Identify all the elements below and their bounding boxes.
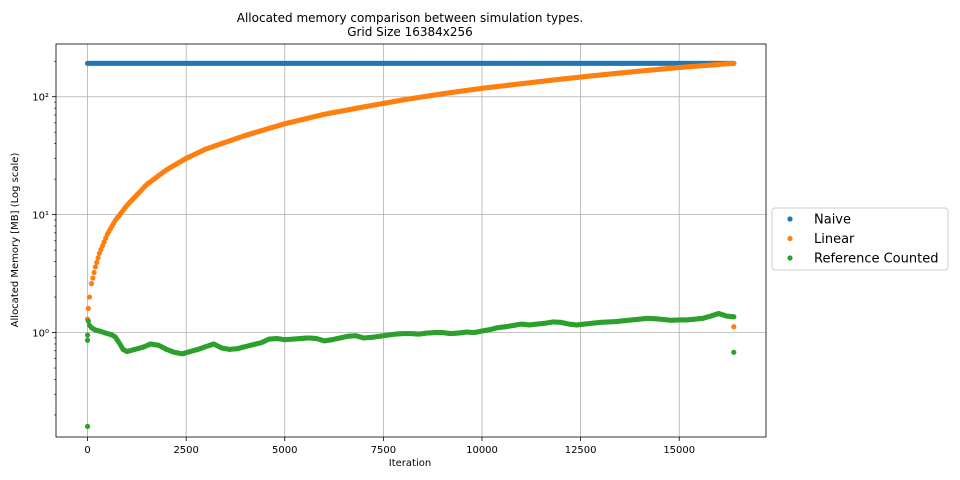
y-axis-label: Allocated Memory [MB] (Log scale) bbox=[10, 153, 21, 328]
series-naive bbox=[84, 60, 737, 66]
series-linear bbox=[84, 60, 737, 330]
data-point bbox=[731, 314, 737, 320]
data-point bbox=[85, 305, 91, 312]
legend-box bbox=[771, 207, 949, 271]
data-point-fill bbox=[94, 259, 100, 265]
data-point bbox=[84, 332, 91, 338]
data-point bbox=[92, 264, 99, 270]
chart-title: Allocated memory comparison between simu… bbox=[237, 11, 583, 25]
series-reference-counted bbox=[84, 310, 737, 429]
plot-frame bbox=[55, 43, 767, 438]
legend-label: Linear bbox=[814, 232, 855, 247]
data-point bbox=[731, 60, 737, 66]
data-point-fill bbox=[95, 255, 101, 261]
data-point bbox=[86, 294, 93, 300]
x-tick-label: 5000 bbox=[272, 445, 297, 456]
legend: Naive Linear Reference Counted bbox=[771, 207, 949, 271]
y-tick-label: 10² bbox=[32, 93, 49, 104]
data-point bbox=[84, 337, 91, 343]
data-point bbox=[88, 281, 95, 287]
legend-label: Reference Counted bbox=[814, 252, 938, 267]
x-tick-label: 0 bbox=[84, 445, 90, 456]
legend-label: Naive bbox=[814, 213, 851, 228]
x-axis-label: Iteration bbox=[389, 458, 431, 469]
y-tick-label: 10¹ bbox=[32, 211, 49, 222]
data-point bbox=[84, 423, 91, 429]
data-point bbox=[731, 324, 737, 330]
data-point-fill bbox=[90, 275, 96, 281]
legend-marker bbox=[787, 216, 793, 222]
data-point bbox=[85, 318, 91, 324]
x-tick-label: 10000 bbox=[466, 445, 498, 456]
data-point bbox=[731, 349, 737, 355]
x-tick-label: 2500 bbox=[173, 445, 198, 456]
data-point-fill bbox=[91, 269, 97, 276]
chart-subtitle: Grid Size 16384x256 bbox=[347, 25, 473, 39]
x-tick-label: 7500 bbox=[371, 445, 396, 456]
x-tick-label: 15000 bbox=[663, 445, 695, 456]
legend-marker bbox=[787, 255, 793, 261]
y-tick-label: 10⁰ bbox=[32, 329, 49, 340]
x-tick-label: 12500 bbox=[565, 445, 597, 456]
legend-marker bbox=[787, 235, 793, 242]
plot-area: 0 2500 5000 7500 10000 12500 15000 10⁰ 10¹ 10² bbox=[32, 43, 767, 456]
